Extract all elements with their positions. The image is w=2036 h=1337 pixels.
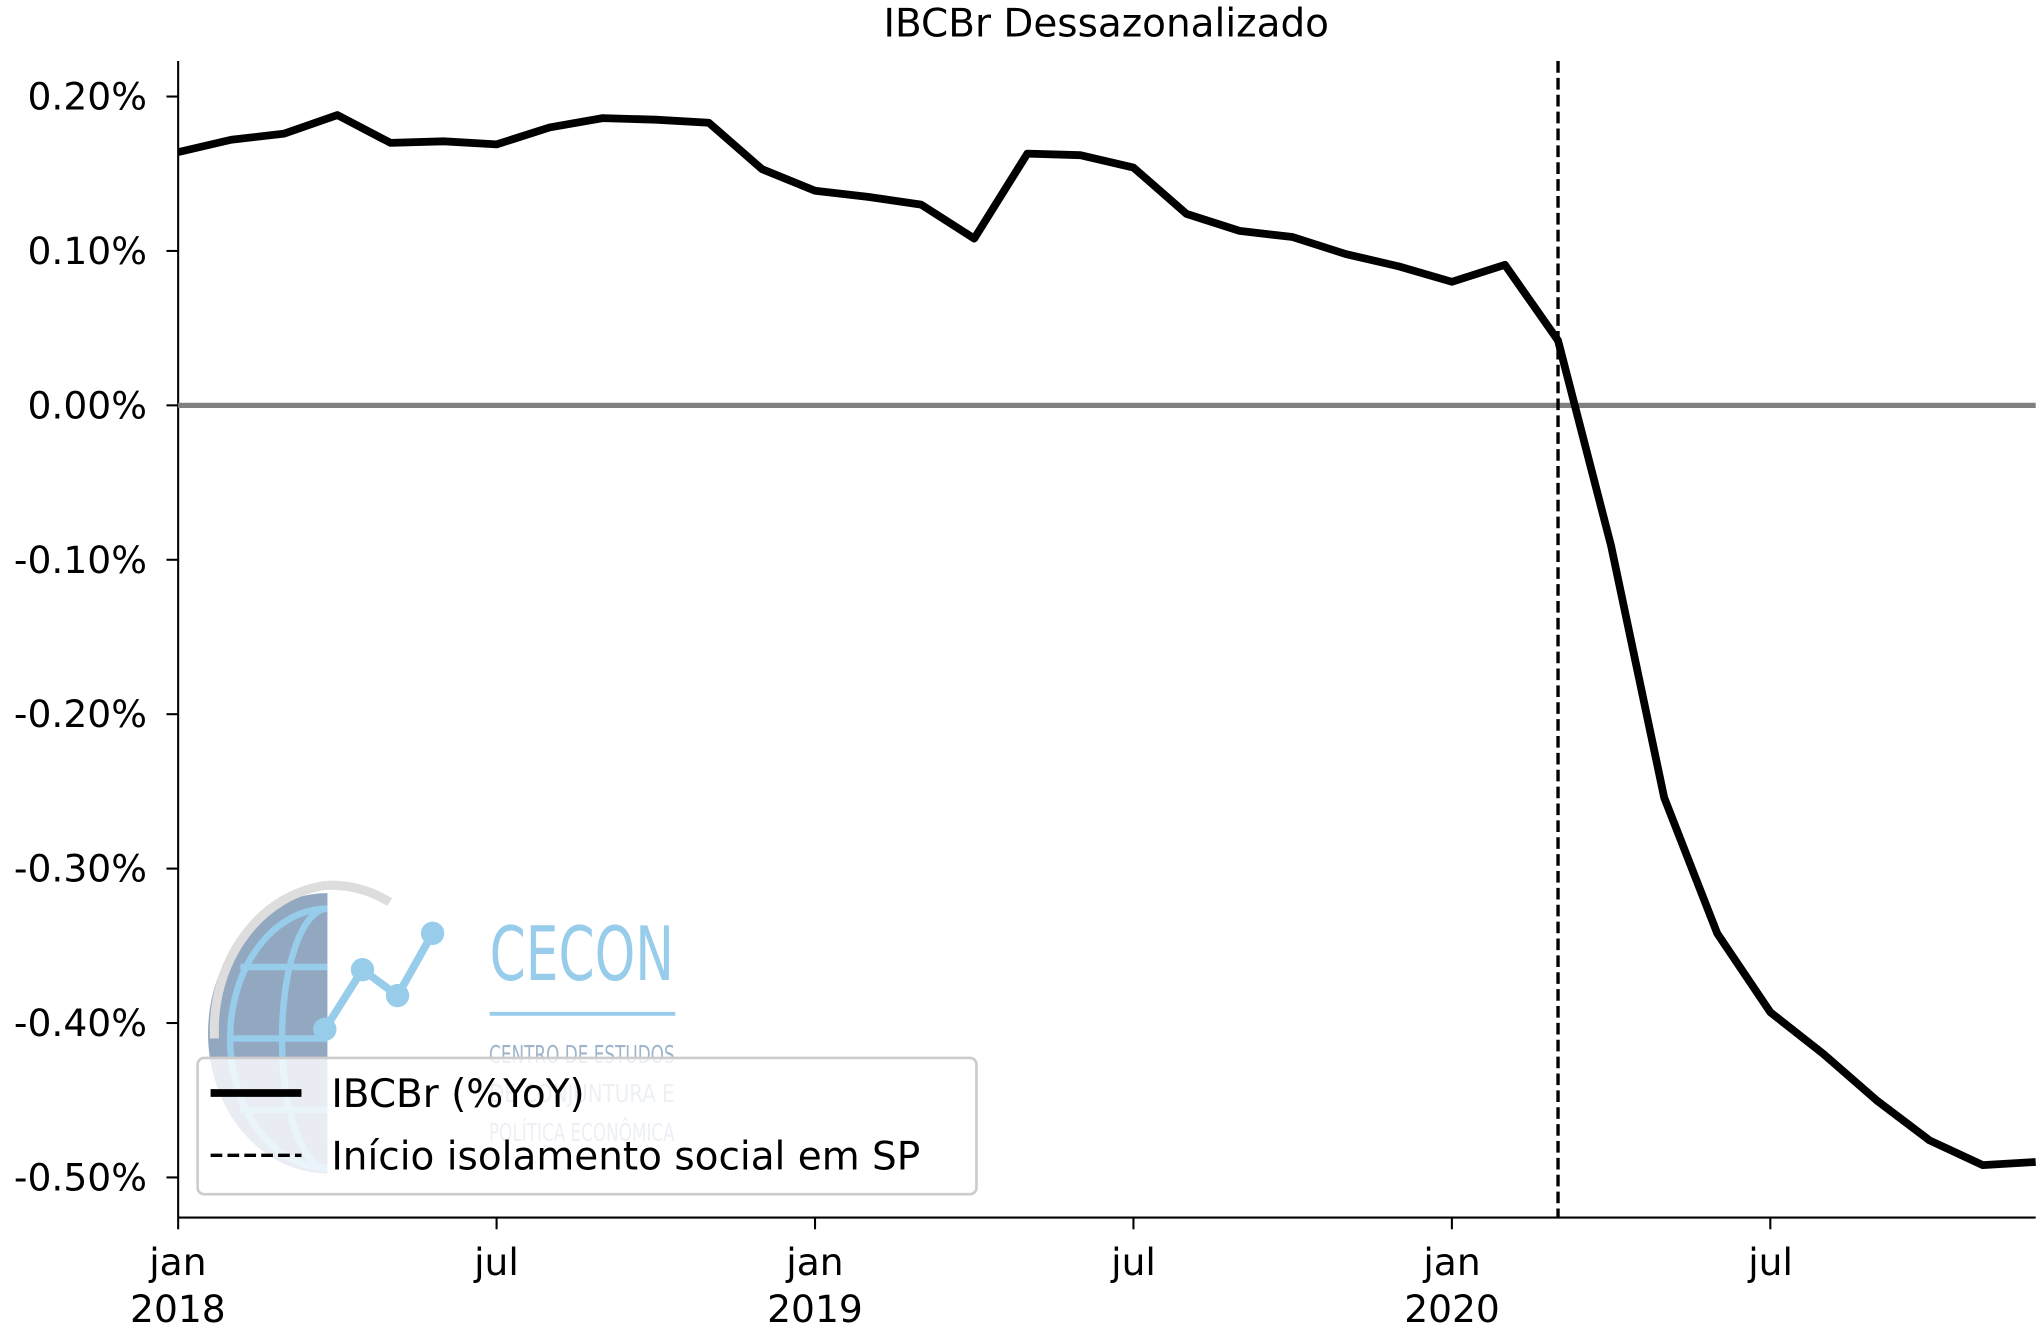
watermark-title: CECON bbox=[490, 910, 674, 998]
chart-title: IBCBr Dessazonalizado bbox=[884, 1, 1329, 46]
legend: IBCBr (%YoY) Início isolamento social em … bbox=[196, 1056, 978, 1196]
x-tick-label: jul bbox=[474, 1239, 519, 1284]
y-tick-label: -0.30% bbox=[14, 847, 147, 891]
legend-box bbox=[196, 1056, 978, 1196]
x-tick-label: jan 2018 bbox=[130, 1239, 226, 1331]
legend-label: IBCBr (%YoY) bbox=[331, 1072, 584, 1117]
y-tick-label: 0.20% bbox=[27, 75, 147, 119]
y-tick-label: -0.20% bbox=[14, 692, 147, 736]
x-tick-label: jul bbox=[1748, 1239, 1793, 1284]
y-tick-label: 0.10% bbox=[27, 229, 147, 273]
y-tick-label: -0.50% bbox=[14, 1155, 147, 1199]
y-tick-label: -0.10% bbox=[14, 538, 147, 582]
data-line bbox=[177, 111, 2036, 1169]
y-tick-label: -0.40% bbox=[14, 1001, 147, 1045]
x-tick-label: jan 2019 bbox=[767, 1239, 863, 1331]
y-tick-label: 0.00% bbox=[27, 383, 147, 427]
x-tick-label: jul bbox=[1111, 1239, 1156, 1284]
legend-label: Início isolamento social em SP bbox=[331, 1135, 920, 1180]
x-tick-label: jan 2020 bbox=[1404, 1239, 1500, 1331]
